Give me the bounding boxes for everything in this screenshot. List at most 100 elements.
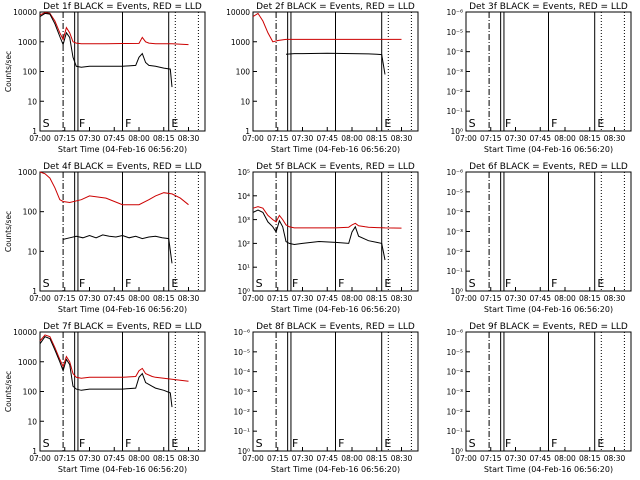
y-tick-label: 10⁻¹ (233, 427, 250, 436)
y-tick-label: 10⁻¹ (446, 427, 463, 436)
y-tick-label: 10⁻³ (233, 388, 250, 397)
x-tick-label: 07:30 (79, 454, 101, 463)
chart-title: Det 9f BLACK = Events, RED = LLD (469, 322, 628, 332)
x-tick-label: 08:00 (128, 454, 150, 463)
segment-marker: F (79, 277, 85, 290)
segment-marker: F (338, 277, 344, 290)
chart-panel-1: Det 1f BLACK = Events, RED = LLD 1 10 100 10… (4, 2, 206, 154)
y-tick-label: 10⁰ (237, 447, 250, 456)
x-tick-label: 08:00 (341, 134, 363, 143)
x-tick-label: 07:15 (54, 294, 76, 303)
chart-panel-3: Det 3f BLACK = Events, RED = LLD 10⁰ 10⁻¹ 1… (446, 2, 632, 154)
x-tick-label: 08:00 (554, 134, 576, 143)
x-tick-label: 07:45 (529, 134, 551, 143)
y-tick-label: 10⁻⁴ (446, 368, 463, 377)
y-tick-label: 10⁵ (237, 168, 250, 177)
y-tick-label: 10⁻⁵ (446, 188, 463, 197)
x-axis-label: Start Time (04-Feb-16 06:56:20) (484, 305, 613, 314)
y-tick-label: 10⁻¹ (446, 107, 463, 116)
x-tick-label: 07:15 (54, 134, 76, 143)
x-tick-label: 08:15 (153, 294, 175, 303)
segment-marker: F (292, 277, 298, 290)
y-tick-label: 10² (237, 239, 250, 248)
x-tick-label: 07:30 (505, 294, 527, 303)
y-tick-label: 10⁻² (233, 407, 250, 416)
chart-panel-2: Det 2f BLACK = Events, RED = LLD 1 10 100 10… (226, 2, 419, 154)
x-axis-label: Start Time (04-Feb-16 06:56:20) (271, 465, 400, 474)
x-tick-label: 07:00 (455, 134, 477, 143)
segment-marker: F (79, 117, 85, 130)
x-tick-label: 08:15 (366, 134, 388, 143)
chart-title: Det 2f BLACK = Events, RED = LLD (256, 2, 415, 12)
segment-marker: F (125, 437, 131, 450)
segment-marker: F (505, 117, 511, 130)
y-tick-label: 10⁻⁶ (446, 168, 463, 177)
y-tick-label: 10⁻² (446, 407, 463, 416)
series-events-line (39, 12, 173, 88)
x-tick-label: 07:00 (242, 454, 264, 463)
segment-marker: S (469, 117, 476, 130)
chart-panel-8: Det 8f BLACK = Events, RED = LLD 10⁰ 10⁻¹ 1… (233, 322, 419, 474)
x-tick-label: 07:30 (292, 134, 314, 143)
x-tick-label: 08:30 (391, 294, 413, 303)
x-tick-label: 07:45 (316, 454, 338, 463)
x-tick-label: 08:30 (604, 294, 626, 303)
segment-marker: F (125, 277, 131, 290)
chart-panel-6: Det 6f BLACK = Events, RED = LLD 10⁰ 10⁻¹ 1… (446, 162, 632, 314)
segment-marker: E (384, 277, 391, 290)
y-tick-label: 10⁻² (446, 247, 463, 256)
y-tick-label: 10⁻⁶ (446, 8, 463, 17)
x-axis-label: Start Time (04-Feb-16 06:56:20) (58, 465, 187, 474)
y-tick-label: 10⁻³ (446, 388, 463, 397)
x-tick-label: 08:30 (391, 134, 413, 143)
x-tick-label: 07:30 (292, 294, 314, 303)
x-axis-label: Start Time (04-Feb-16 06:56:20) (58, 305, 187, 314)
segment-marker: F (292, 437, 298, 450)
segment-marker: F (338, 437, 344, 450)
segment-marker: F (551, 117, 557, 130)
y-tick-label: 10⁻³ (446, 68, 463, 77)
x-tick-label: 08:30 (391, 454, 413, 463)
segment-marker: E (384, 117, 391, 130)
x-tick-label: 07:15 (480, 294, 502, 303)
y-tick-label: 10 (27, 247, 37, 256)
y-tick-label: 100 (23, 388, 38, 397)
y-tick-label: 10000 (13, 328, 37, 337)
x-tick-label: 08:00 (554, 454, 576, 463)
y-tick-label: 10000 (13, 8, 37, 17)
x-tick-label: 07:00 (29, 294, 51, 303)
y-tick-label: 10¹ (237, 263, 250, 272)
x-tick-label: 07:15 (480, 134, 502, 143)
y-axis-label: Counts/sec (4, 371, 13, 412)
segment-marker: F (551, 277, 557, 290)
y-tick-label: 10⁻⁵ (233, 348, 250, 357)
series-lld-line (252, 12, 402, 43)
x-tick-label: 07:00 (29, 134, 51, 143)
x-tick-label: 07:30 (79, 134, 101, 143)
x-tick-label: 07:45 (103, 454, 125, 463)
y-tick-label: 10⁻⁴ (446, 208, 463, 217)
y-tick-label: 10 (27, 417, 37, 426)
x-tick-label: 07:00 (29, 454, 51, 463)
y-tick-label: 10⁻³ (446, 228, 463, 237)
y-tick-label: 100 (23, 208, 38, 217)
segment-marker: S (469, 277, 476, 290)
chart-title: Det 3f BLACK = Events, RED = LLD (469, 2, 628, 12)
x-tick-label: 07:45 (529, 454, 551, 463)
x-tick-label: 08:15 (153, 134, 175, 143)
x-tick-label: 07:15 (54, 454, 76, 463)
segment-marker: F (505, 437, 511, 450)
y-tick-label: 10³ (237, 216, 250, 225)
segment-marker: E (171, 117, 178, 130)
x-tick-label: 07:30 (505, 134, 527, 143)
series-lld-line (39, 334, 189, 382)
x-tick-label: 07:45 (529, 294, 551, 303)
y-tick-label: 1 (32, 287, 37, 296)
chart-panel-9: Det 9f BLACK = Events, RED = LLD 10⁰ 10⁻¹ 1… (446, 322, 632, 474)
segment-marker: E (171, 277, 178, 290)
x-tick-label: 08:30 (178, 454, 200, 463)
y-axis-label: Counts/sec (4, 51, 13, 92)
segment-marker: E (597, 277, 604, 290)
segment-marker: S (43, 277, 50, 290)
